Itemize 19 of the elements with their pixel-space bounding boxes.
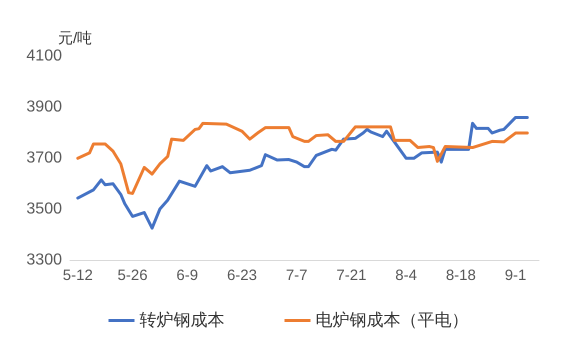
y-tick-label: 3700: [26, 150, 62, 166]
y-axis-title: 元/吨: [58, 30, 92, 47]
x-tick-label: 5-26: [118, 267, 148, 284]
legend-label: 电炉钢成本（平电）: [316, 310, 468, 330]
y-tick-label: 3500: [26, 200, 62, 218]
y-tick-label: 3900: [26, 98, 62, 116]
x-tick-label: 8-4: [395, 267, 417, 284]
x-tick-label: 7-7: [286, 267, 308, 284]
x-tick-label: 5-12: [62, 267, 93, 284]
legend-label: 转炉钢成本: [140, 310, 224, 330]
line-series: [76, 116, 529, 230]
x-tick-label: 8-18: [446, 267, 476, 284]
x-tick-label: 9-1: [504, 267, 526, 284]
x-tick-label: 6-9: [176, 267, 198, 284]
line-series: [76, 122, 529, 195]
x-tick-label: 6-23: [226, 267, 257, 284]
y-tick-label: 4100: [26, 48, 62, 64]
y-tick-label: 3300: [26, 252, 62, 268]
x-tick-label: 7-21: [336, 267, 366, 284]
